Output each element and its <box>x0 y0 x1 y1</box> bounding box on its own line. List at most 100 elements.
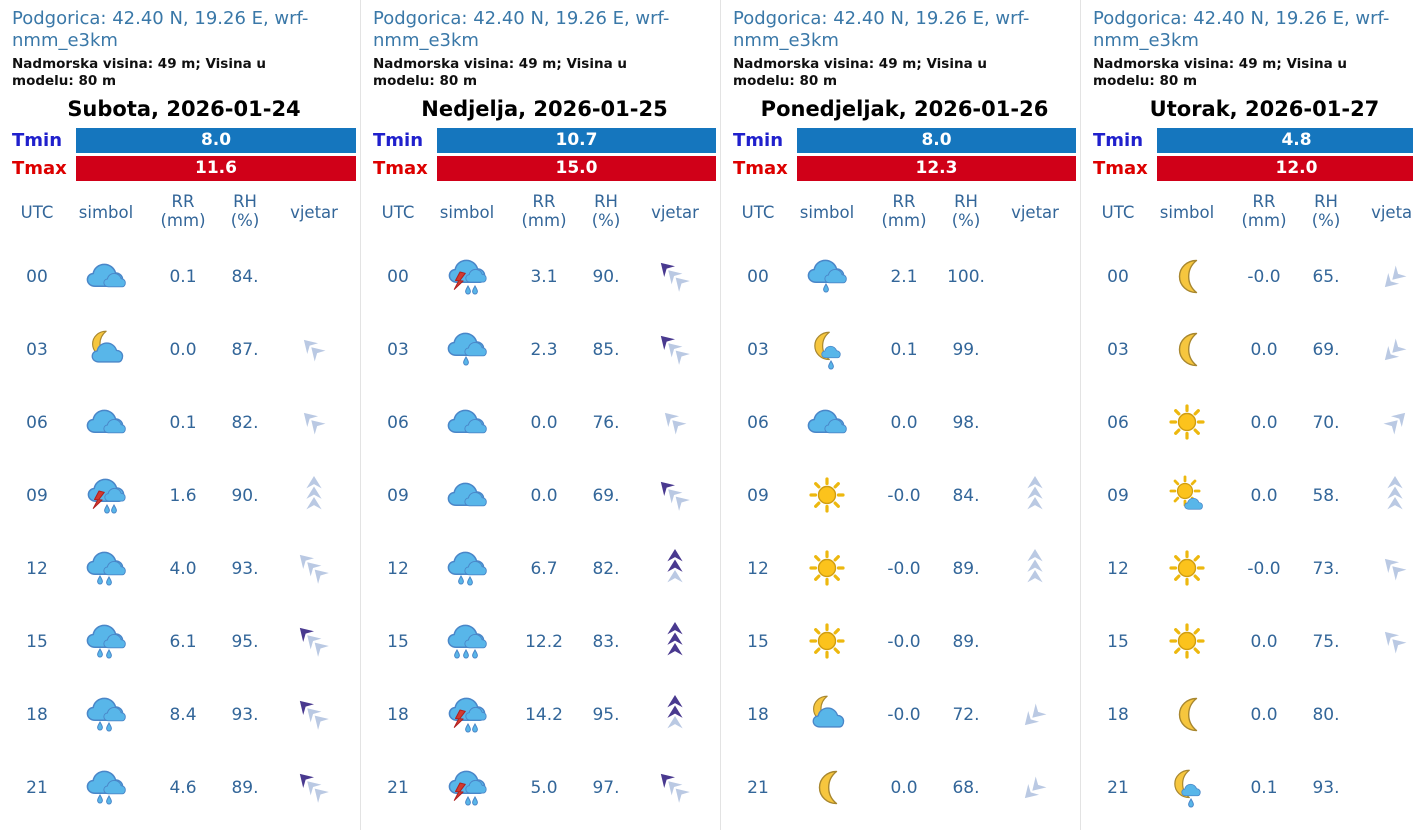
rr-cell: 0.0 <box>890 412 918 433</box>
tmax-row: Tmax 12.3 <box>733 156 1076 182</box>
weather-icon-cloudy <box>83 256 129 298</box>
forecast-rows: 00 -0.0 65. 03 0.0 69. 06 0.0 70. 09 0.0… <box>1093 240 1413 824</box>
rh-cell: 84. <box>231 266 259 287</box>
weather-icon-night-light-rain <box>1164 767 1210 809</box>
wind-arrow-icon-up-right <box>1374 400 1413 446</box>
forecast-row: 06 0.0 70. <box>1093 386 1413 459</box>
forecast-row: 21 0.1 93. <box>1093 751 1413 824</box>
forecast-row: 15 -0.0 89. <box>733 605 1076 678</box>
rr-cell: 0.1 <box>169 412 197 433</box>
weather-icon-cloudy <box>804 402 850 444</box>
utc-cell: 03 <box>387 339 409 360</box>
rr-cell: -0.0 <box>887 704 921 725</box>
rr-cell: 4.6 <box>169 777 197 798</box>
tmin-bar: 10.7 <box>437 128 716 154</box>
col-header-wind: vjetar <box>1371 202 1413 222</box>
tmin-row: Tmin 8.0 <box>12 128 356 154</box>
col-header-wind: vjetar <box>1011 202 1059 222</box>
utc-cell: 00 <box>26 266 48 287</box>
weather-icon-rain <box>444 548 490 590</box>
location-link[interactable]: Podgorica: 42.40 N, 19.26 E, wrf-nmm_e3k… <box>373 8 670 52</box>
forecast-row: 00 2.1 100. <box>733 240 1076 313</box>
weather-icon-clear-night <box>1164 694 1210 736</box>
wind-arrow-icon-up <box>654 546 696 592</box>
col-header-utc: UTC <box>20 202 54 222</box>
wind-arrow-icon-up-left <box>293 546 335 592</box>
rr-cell: -0.0 <box>887 485 921 506</box>
weather-icon-thunderstorm-rain <box>83 475 129 517</box>
forecast-row: 12 -0.0 73. <box>1093 532 1413 605</box>
weather-icon-sunny <box>804 548 850 590</box>
tmax-bar: 15.0 <box>437 156 716 182</box>
forecast-row: 21 4.6 89. <box>12 751 356 824</box>
location-link[interactable]: Podgorica: 42.40 N, 19.26 E, wrf-nmm_e3k… <box>12 8 309 52</box>
location-link[interactable]: Podgorica: 42.40 N, 19.26 E, wrf-nmm_e3k… <box>733 8 1030 52</box>
rh-cell: 70. <box>1312 412 1340 433</box>
utc-cell: 06 <box>26 412 48 433</box>
forecast-row: 06 0.1 82. <box>12 386 356 459</box>
wind-arrow-icon-up <box>1374 473 1413 519</box>
forecast-row: 18 14.2 95. <box>373 678 716 751</box>
wind-arrow-icon-down-left <box>1374 254 1413 300</box>
rh-cell: 99. <box>952 339 980 360</box>
forecast-row: 18 0.0 80. <box>1093 678 1413 751</box>
weather-icon-light-rain <box>444 329 490 371</box>
wind-arrow-icon-up-left <box>293 765 335 811</box>
rr-cell: 0.1 <box>169 266 197 287</box>
rr-cell: 8.4 <box>169 704 197 725</box>
day-title: Nedjelja, 2026-01-25 <box>421 97 668 122</box>
forecast-rows: 00 0.1 84. 03 0.0 87. 06 0.1 82. 09 1.6 … <box>12 240 356 824</box>
elevation-info: Nadmorska visina: 49 m; Visina u modelu:… <box>12 55 266 89</box>
tmin-row: Tmin 4.8 <box>1093 128 1413 154</box>
rh-cell: 69. <box>1312 339 1340 360</box>
rr-cell: 0.0 <box>1250 631 1278 652</box>
rr-cell: 0.0 <box>530 412 558 433</box>
tmax-row: Tmax 12.0 <box>1093 156 1413 182</box>
rh-cell: 83. <box>592 631 620 652</box>
rr-cell: 6.7 <box>530 558 558 579</box>
rr-cell: -0.0 <box>887 631 921 652</box>
utc-cell: 12 <box>747 558 769 579</box>
rh-cell: 87. <box>231 339 259 360</box>
elevation-info: Nadmorska visina: 49 m; Visina u modelu:… <box>1093 55 1347 89</box>
weather-icon-partly-sunny <box>1164 475 1210 517</box>
wind-arrow-icon <box>1014 254 1056 300</box>
col-header-utc: UTC <box>1101 202 1135 222</box>
wind-arrow-icon-up-left <box>1374 619 1413 665</box>
wind-arrow-icon <box>1374 765 1413 811</box>
forecast-row: 12 4.0 93. <box>12 532 356 605</box>
col-header-rh: RH (%) <box>1311 192 1341 231</box>
rh-cell: 97. <box>592 777 620 798</box>
utc-cell: 18 <box>1107 704 1129 725</box>
wind-arrow-icon-up <box>654 692 696 738</box>
rr-cell: 6.1 <box>169 631 197 652</box>
rr-cell: 3.1 <box>530 266 558 287</box>
elevation-info: Nadmorska visina: 49 m; Visina u modelu:… <box>373 55 627 89</box>
utc-cell: 06 <box>387 412 409 433</box>
tmax-label: Tmax <box>733 158 788 180</box>
wind-arrow-icon-up <box>1014 473 1056 519</box>
col-header-wind: vjetar <box>651 202 699 222</box>
forecast-row: 18 8.4 93. <box>12 678 356 751</box>
rh-cell: 89. <box>231 777 259 798</box>
rh-cell: 98. <box>952 412 980 433</box>
location-link[interactable]: Podgorica: 42.40 N, 19.26 E, wrf-nmm_e3k… <box>1093 8 1390 52</box>
utc-cell: 09 <box>1107 485 1129 506</box>
wind-arrow-icon <box>1014 619 1056 665</box>
wind-arrow-icon-up-left <box>654 400 696 446</box>
utc-cell: 06 <box>747 412 769 433</box>
weather-icon-cloudy <box>83 402 129 444</box>
forecast-row: 00 -0.0 65. <box>1093 240 1413 313</box>
rh-cell: 93. <box>231 558 259 579</box>
tmax-label: Tmax <box>12 158 67 180</box>
weather-icon-sunny <box>1164 548 1210 590</box>
rh-cell: 72. <box>952 704 980 725</box>
weather-icon-cloudy <box>444 475 490 517</box>
day-title: Utorak, 2026-01-27 <box>1149 97 1380 122</box>
weather-icon-rain <box>83 694 129 736</box>
rr-cell: -0.0 <box>887 558 921 579</box>
col-header-rh: RH (%) <box>951 192 981 231</box>
rr-cell: 0.0 <box>1250 412 1278 433</box>
rr-cell: 0.0 <box>890 777 918 798</box>
